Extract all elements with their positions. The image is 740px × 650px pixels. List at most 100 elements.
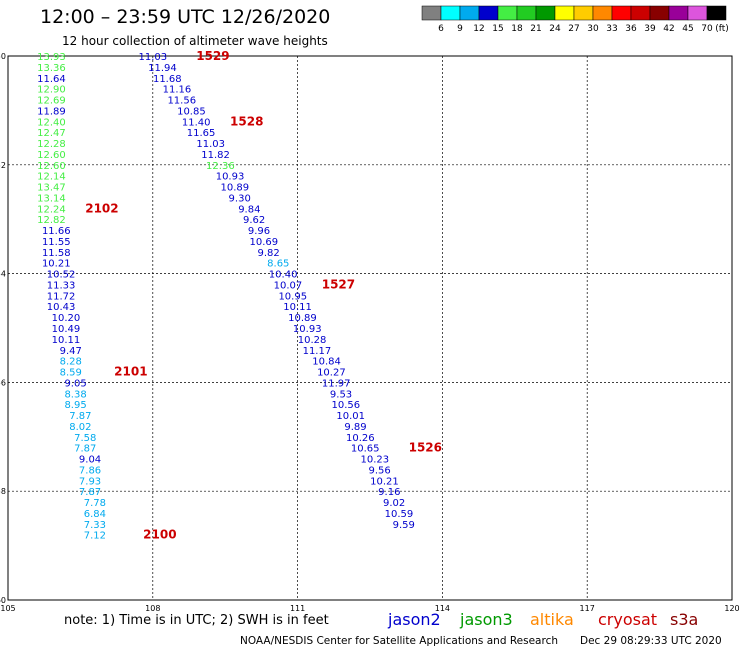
legend-tick-label: 42 xyxy=(663,24,674,34)
legend-tick-label: 12 xyxy=(473,24,484,34)
wave-height-reading: 9.30 xyxy=(229,193,251,204)
satellite-jason2: jason2 xyxy=(388,610,441,629)
wave-height-reading: 10.07 xyxy=(274,280,303,291)
latitude-tick-label: -50 xyxy=(0,52,6,61)
wave-height-reading: 11.66 xyxy=(42,226,71,237)
latitude-tick-label: -54 xyxy=(0,270,6,279)
wave-height-reading: 9.02 xyxy=(383,498,405,509)
wave-height-reading: 13.93 xyxy=(37,52,66,63)
wave-height-reading: 8.28 xyxy=(60,357,82,368)
wave-height-reading: 7.86 xyxy=(79,465,101,476)
wave-height-reading: 10.21 xyxy=(370,476,399,487)
latitude-tick-label: -56 xyxy=(0,378,6,387)
wave-height-reading: 9.62 xyxy=(243,215,265,226)
wave-height-reading: 10.52 xyxy=(47,270,76,281)
legend-tick-label: 70 xyxy=(701,24,713,34)
wave-height-reading: 9.96 xyxy=(248,226,270,237)
legend-tick-label: 24 xyxy=(549,24,561,34)
generated-timestamp: Dec 29 08:29:33 UTC 2020 xyxy=(580,635,722,647)
legend-tick-label: 27 xyxy=(568,24,579,34)
wave-height-reading: 11.58 xyxy=(42,248,71,259)
wave-height-reading: 9.47 xyxy=(60,346,82,357)
wave-height-reading: 9.16 xyxy=(378,487,400,498)
wave-height-reading: 11.72 xyxy=(47,291,76,302)
wave-height-reading: 10.11 xyxy=(52,335,81,346)
pass-time-label: 2101 xyxy=(114,365,147,379)
legend-tick-label: 18 xyxy=(511,24,523,34)
wave-height-reading: 8.95 xyxy=(64,400,86,411)
wave-height-reading: 9.84 xyxy=(238,204,260,215)
longitude-tick-label: 105 xyxy=(0,604,15,612)
wave-height-reading: 7.58 xyxy=(74,433,96,444)
legend-tick-label: 6 xyxy=(438,24,444,34)
wave-height-reading: 7.12 xyxy=(84,531,106,542)
wave-height-reading: 11.56 xyxy=(167,96,196,107)
wave-height-reading: 10.40 xyxy=(269,270,298,281)
longitude-tick-label: 114 xyxy=(435,604,450,612)
wave-height-reading: 12.60 xyxy=(37,150,66,161)
wave-height-reading: 10.26 xyxy=(346,433,375,444)
wave-height-reading: 7.87 xyxy=(79,487,101,498)
legend-tick-label: 36 xyxy=(625,24,637,34)
pass-time-label: 1529 xyxy=(196,49,229,63)
wave-height-reading: 10.69 xyxy=(249,237,278,248)
wave-height-reading: 10.28 xyxy=(298,335,327,346)
map-title: 12:00 – 23:59 UTC 12/26/2020 xyxy=(40,6,331,28)
wave-height-reading: 11.03 xyxy=(196,139,225,150)
pass-time-label: 2100 xyxy=(143,528,176,542)
wave-height-reading: 9.82 xyxy=(258,248,280,259)
legend-tick-label: 39 xyxy=(644,24,656,34)
pass-time-label: 1528 xyxy=(230,114,263,128)
wave-height-reading: 12.24 xyxy=(37,204,66,215)
wave-height-reading: 10.89 xyxy=(221,183,250,194)
wave-height-reading: 8.59 xyxy=(60,368,82,379)
wave-height-reading: 11.03 xyxy=(138,52,167,63)
wave-height-map: 105 108 111 114 117 120 -50 -52 -54 -56 -58 -60 13.9… xyxy=(0,49,740,612)
wave-height-reading: 10.93 xyxy=(216,172,245,183)
wave-height-reading: 11.65 xyxy=(187,128,216,139)
wave-height-reading: 10.93 xyxy=(293,324,322,335)
wave-height-reading: 12.90 xyxy=(37,85,66,96)
wave-height-reading: 10.84 xyxy=(312,357,341,368)
wave-height-reading: 12.69 xyxy=(37,96,66,107)
wave-height-reading: 7.87 xyxy=(69,411,91,422)
wave-height-reading: 10.43 xyxy=(47,302,76,313)
wave-height-reading: 10.49 xyxy=(52,324,81,335)
longitude-tick-label: 117 xyxy=(580,604,595,612)
wave-height-reading: 9.59 xyxy=(393,520,415,531)
wave-height-reading: 9.53 xyxy=(330,389,352,400)
wave-height-reading: 10.95 xyxy=(278,291,307,302)
legend-tick-label: 9 xyxy=(457,24,463,34)
wave-height-reading: 12.36 xyxy=(206,161,235,172)
wave-height-reading: 6.84 xyxy=(84,509,106,520)
wave-height-reading: 11.40 xyxy=(182,117,211,128)
wave-height-reading: 11.55 xyxy=(42,237,71,248)
wave-height-reading: 7.93 xyxy=(79,476,101,487)
wave-height-reading: 10.01 xyxy=(336,411,365,422)
wave-height-legend: 6 9 12 15 18 21 24 27 30 33 36 39 42 45 70 (ft) xyxy=(421,5,729,34)
wave-height-reading: 9.56 xyxy=(369,465,391,476)
wave-height-reading: 11.16 xyxy=(163,85,192,96)
wave-height-reading: 11.17 xyxy=(303,346,332,357)
wave-height-reading: 10.11 xyxy=(283,302,312,313)
wave-height-reading: 11.82 xyxy=(201,150,230,161)
wave-height-reading: 12.14 xyxy=(37,172,66,183)
wave-height-reading: 12.47 xyxy=(37,128,66,139)
wave-height-reading: 8.02 xyxy=(69,422,91,433)
satellite-jason3: jason3 xyxy=(460,610,513,629)
satellite-altika: altika xyxy=(530,610,574,629)
longitude-tick-label: 111 xyxy=(290,604,305,612)
legend-tick-label: 30 xyxy=(587,24,599,34)
wave-height-reading: 12.40 xyxy=(37,117,66,128)
map-subtitle: 12 hour collection of altimeter wave hei… xyxy=(62,34,328,48)
wave-height-reading: 8.65 xyxy=(267,259,289,270)
wave-height-reading: 12.28 xyxy=(37,139,66,150)
credit-line: NOAA/NESDIS Center for Satellite Applica… xyxy=(240,635,558,647)
wave-height-reading: 11.94 xyxy=(148,63,177,74)
legend-swatch-15 xyxy=(706,5,727,21)
wave-height-reading: 11.97 xyxy=(322,378,351,389)
map-frame xyxy=(7,55,733,601)
wave-height-reading: 10.65 xyxy=(351,444,380,455)
wave-height-reading: 10.89 xyxy=(288,313,317,324)
wave-height-reading: 11.33 xyxy=(47,280,76,291)
